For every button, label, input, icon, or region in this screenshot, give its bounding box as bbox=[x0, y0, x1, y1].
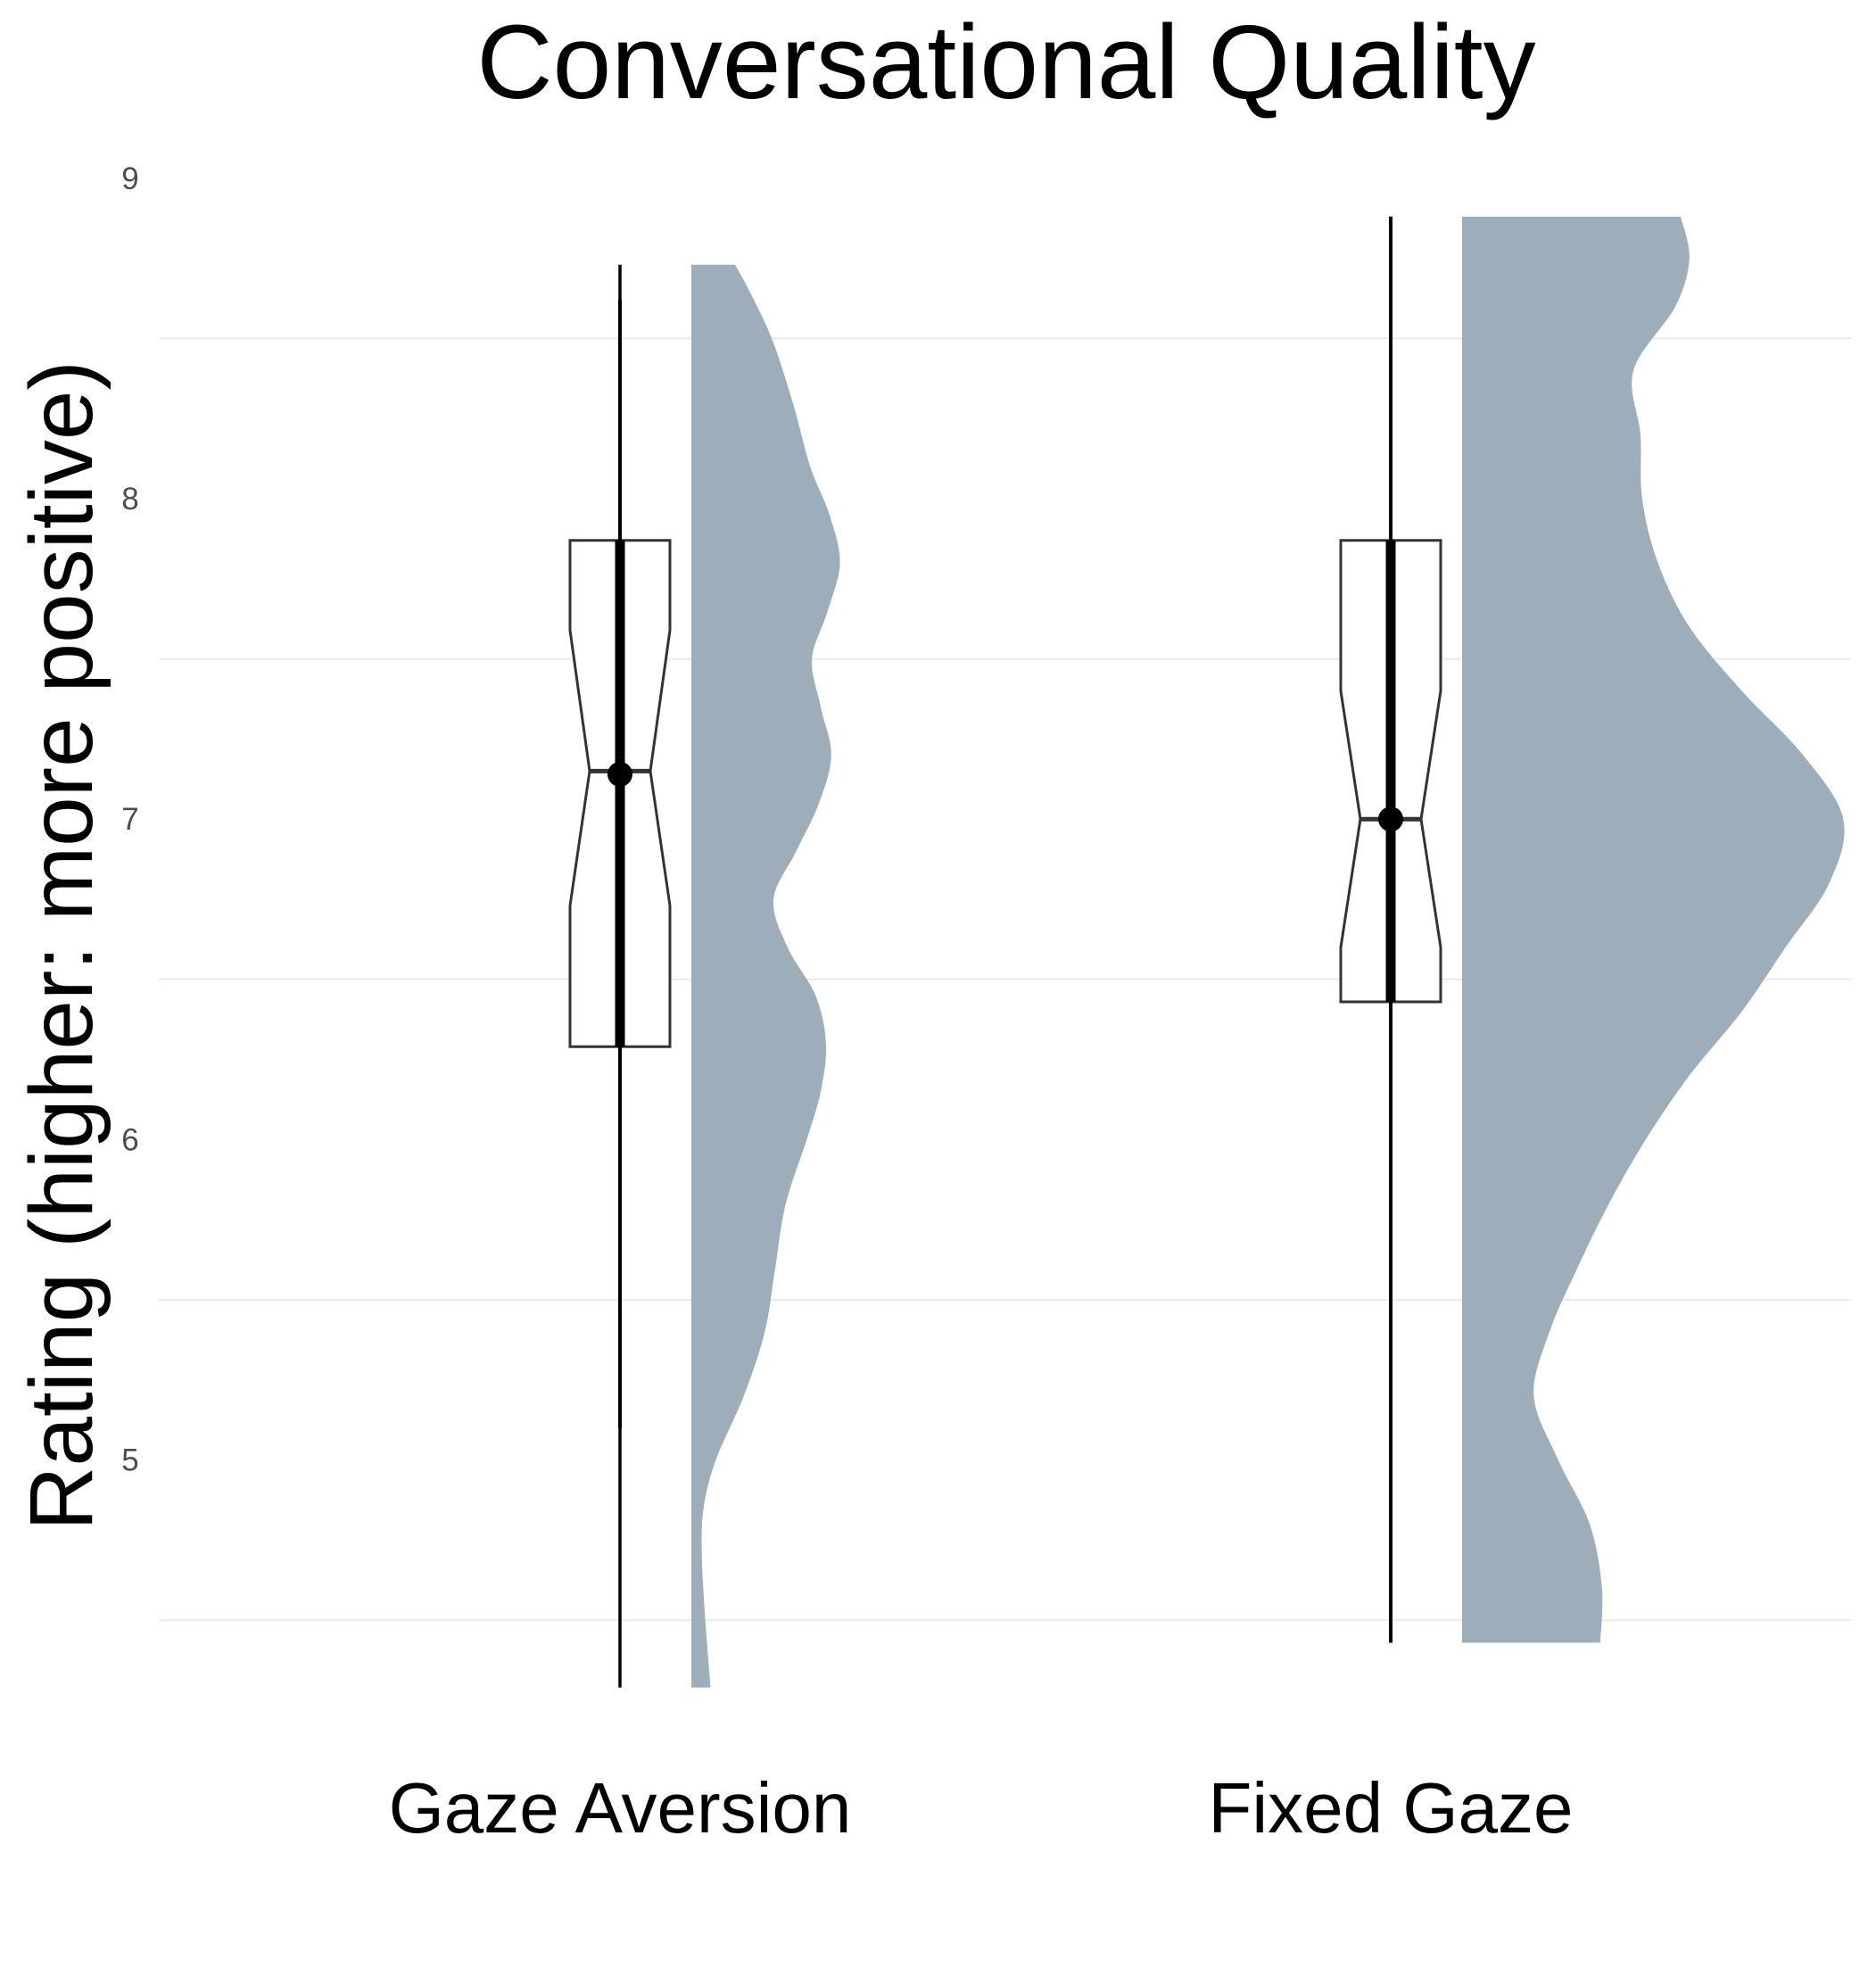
y-axis-title: Rating (higher: more positive) bbox=[12, 360, 112, 1531]
y-tick-label: 5 bbox=[121, 1443, 138, 1478]
y-tick-label: 6 bbox=[121, 1122, 138, 1157]
y-axis-ticks: 5 6 7 8 9 bbox=[121, 161, 138, 1478]
y-tick-label: 8 bbox=[121, 482, 138, 517]
x-tick-label: Fixed Gaze bbox=[1208, 1768, 1573, 1848]
mean-point bbox=[1378, 806, 1403, 832]
y-tick-label: 7 bbox=[121, 802, 138, 837]
y-tick-label: 9 bbox=[121, 161, 138, 196]
boxplot-layer bbox=[568, 216, 1442, 1688]
density-shape bbox=[1462, 216, 1845, 1643]
chart-title: Conversational Quality bbox=[476, 4, 1535, 121]
density-shape bbox=[691, 264, 840, 1688]
density-layer bbox=[691, 216, 1845, 1688]
mean-point bbox=[607, 761, 632, 787]
x-tick-label: Gaze Aversion bbox=[389, 1768, 852, 1848]
x-axis-ticks: Gaze Aversion Fixed Gaze bbox=[389, 1768, 1574, 1848]
